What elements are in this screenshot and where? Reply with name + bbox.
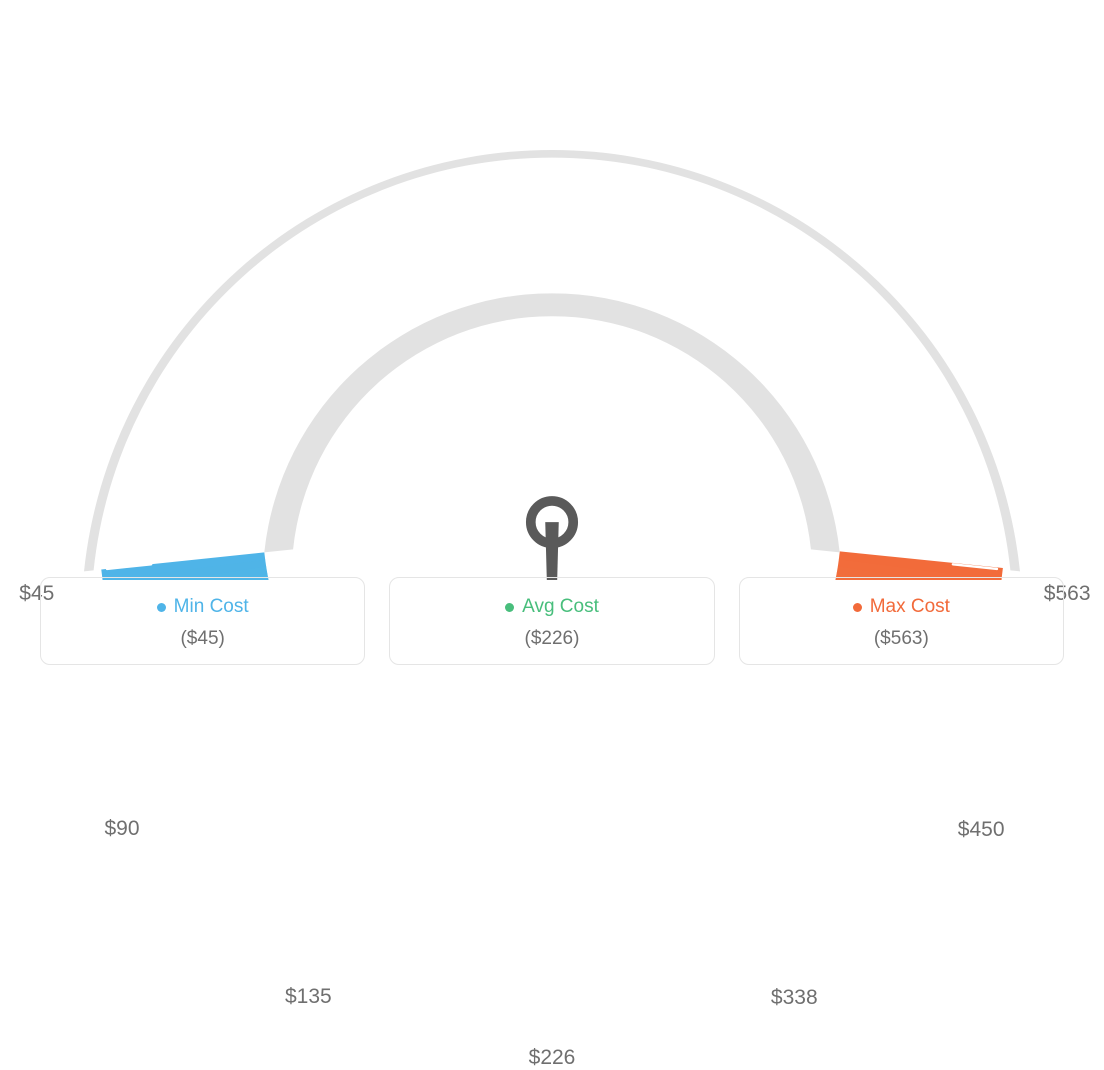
- legend-card: Avg Cost ($226): [389, 577, 714, 665]
- inner-rim: [264, 293, 839, 552]
- gauge-tick-label: $338: [771, 986, 818, 1010]
- legend-card: Max Cost ($563): [739, 577, 1064, 665]
- legend-dot: [157, 603, 166, 612]
- legend-value: ($226): [400, 628, 703, 650]
- legend-label: Max Cost: [870, 596, 950, 618]
- gauge-tick-label: $450: [958, 818, 1005, 842]
- legend-value: ($563): [750, 628, 1053, 650]
- gauge-tick-label: $135: [285, 985, 332, 1009]
- legend-dot: [505, 603, 514, 612]
- legend-value: ($45): [51, 628, 354, 650]
- outer-rim: [84, 150, 1020, 571]
- legend-row: Min Cost ($45) Avg Cost ($226) Max Cost ($563…: [0, 577, 1104, 665]
- legend-dot: [853, 603, 862, 612]
- legend-title: Max Cost: [853, 596, 950, 618]
- gauge-tick-label: $90: [104, 817, 139, 841]
- cost-gauge: $45$90$135$226$338$450$563: [22, 40, 1082, 580]
- legend-label: Min Cost: [174, 596, 249, 618]
- gauge-svg: [22, 40, 1082, 580]
- legend-title: Min Cost: [157, 596, 249, 618]
- gauge-needle: [545, 522, 559, 580]
- legend-label: Avg Cost: [522, 596, 599, 618]
- legend-card: Min Cost ($45): [40, 577, 365, 665]
- gauge-tick-label: $226: [529, 1046, 576, 1070]
- legend-title: Avg Cost: [505, 596, 599, 618]
